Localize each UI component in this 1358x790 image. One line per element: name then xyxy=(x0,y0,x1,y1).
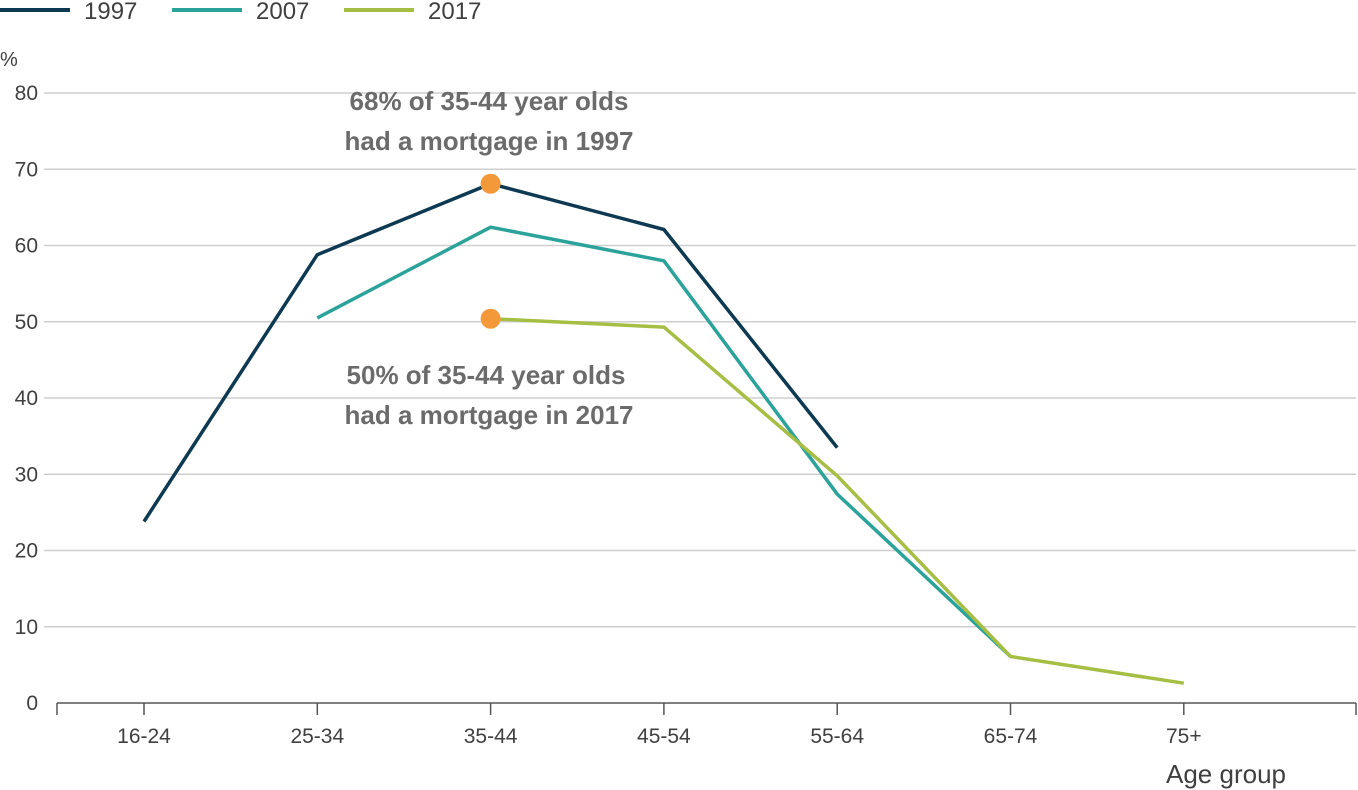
x-tick-label-25-34: 25-34 xyxy=(290,725,344,748)
annotation-1997-line-1: 68% of 35-44 year olds xyxy=(350,86,629,116)
x-axis: 16-24 25-34 35-44 45-54 55-64 65-74 75+ xyxy=(56,702,1357,748)
y-tick-label-30: 30 xyxy=(15,463,38,486)
x-axis-title: Age group xyxy=(1166,759,1286,789)
y-tick-label-0: 0 xyxy=(26,692,38,715)
legend-label-2007: 2007 xyxy=(256,0,309,25)
y-tick-label-70: 70 xyxy=(15,158,38,181)
series-line-2017 xyxy=(490,316,1185,685)
x-tick-label-75+: 75+ xyxy=(1166,725,1202,748)
gridlines xyxy=(44,92,1356,628)
y-tick-label-40: 40 xyxy=(15,387,38,410)
annotation-2017-line-2: had a mortgage in 2017 xyxy=(345,400,634,430)
legend-label-1997: 1997 xyxy=(84,0,137,25)
y-tick-label-20: 20 xyxy=(15,540,38,563)
highlight-points xyxy=(480,173,501,329)
y-tick-label-50: 50 xyxy=(15,311,38,334)
y-tick-label-10: 10 xyxy=(15,616,38,639)
annotation-2017-line-1: 50% of 35-44 year olds xyxy=(347,360,626,390)
legend-label-2017: 2017 xyxy=(428,0,481,25)
x-tick-label-16-24: 16-24 xyxy=(117,725,171,748)
series-lines xyxy=(142,181,1185,685)
series-line-2007 xyxy=(316,225,1012,658)
annotations: 68% of 35-44 year olds had a mortgage in… xyxy=(345,86,634,430)
y-tick-label-60: 60 xyxy=(15,235,38,258)
x-tick-label-55-64: 55-64 xyxy=(810,725,864,748)
y-axis-ticks: 0 10 20 30 40 50 60 70 80 xyxy=(15,82,38,715)
highlight-point-1997 xyxy=(480,173,501,194)
x-tick-label-65-74: 65-74 xyxy=(984,725,1038,748)
y-unit-label: % xyxy=(0,49,18,71)
highlight-point-2017 xyxy=(480,308,501,329)
annotation-1997-line-2: had a mortgage in 1997 xyxy=(345,126,634,156)
y-tick-label-80: 80 xyxy=(15,82,38,105)
legend: 1997 2007 2017 xyxy=(0,0,481,25)
x-tick-label-45-54: 45-54 xyxy=(637,725,691,748)
x-tick-label-35-44: 35-44 xyxy=(464,725,518,748)
